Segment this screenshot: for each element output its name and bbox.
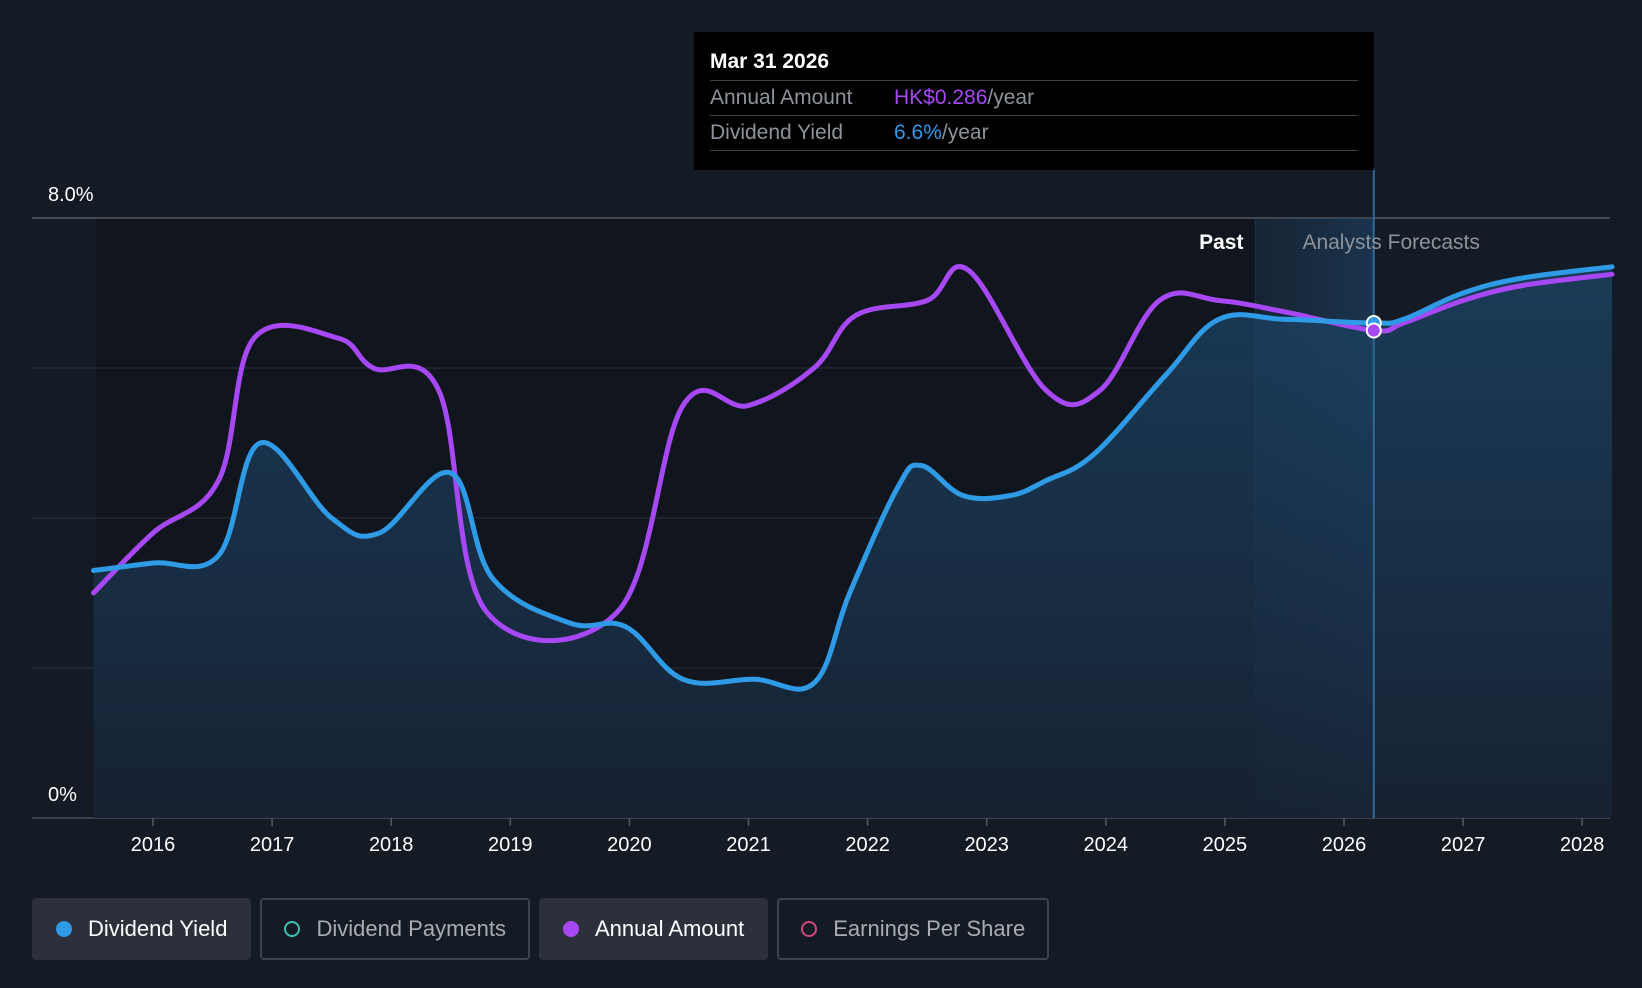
x-tick-label: 2026 <box>1322 834 1367 856</box>
legend-dot-icon <box>801 921 818 937</box>
y-tick-label-max: 8.0% <box>48 184 94 206</box>
legend-dot-icon <box>56 921 72 937</box>
tooltip-date: Mar 31 2026 <box>710 46 1358 81</box>
cursor-markers <box>1365 315 1382 339</box>
x-tick-label: 2021 <box>726 834 771 856</box>
forecast-label: Analysts Forecasts <box>1302 231 1479 254</box>
tooltip-label: Annual Amount <box>710 86 853 109</box>
dividend-yield-line <box>91 264 1615 692</box>
x-tick-label: 2023 <box>964 834 1009 856</box>
x-tick-label: 2022 <box>845 834 890 856</box>
tooltip-row-annual-amount: Annual Amount HK$0.286 /year <box>710 81 1358 116</box>
legend-dot-icon <box>284 921 301 937</box>
tooltip-value: 6.6% <box>894 121 942 144</box>
legend-label: Dividend Payments <box>316 916 506 941</box>
legend-dividend-yield-button[interactable]: Dividend Yield <box>32 898 252 960</box>
legend-earnings-per-share-button[interactable]: Earnings Per Share <box>777 898 1050 960</box>
legend-annual-amount-button[interactable]: Annual Amount <box>538 898 769 960</box>
x-axis: 2016 2017 2018 2019 2020 2021 2022 2023 2024 2025… <box>131 818 1605 856</box>
tooltip-unit: /year <box>941 121 989 144</box>
legend-label: Annual Amount <box>594 916 745 941</box>
tooltip-row-dividend-yield: Dividend Yield 6.6% /year <box>710 116 1358 151</box>
legend: Dividend Yield Dividend Payments Annual … <box>32 898 1058 960</box>
y-tick-label-min: 0% <box>48 784 77 806</box>
past-label: Past <box>1199 231 1243 254</box>
legend-dot-icon <box>562 921 579 937</box>
x-tick-label: 2024 <box>1084 834 1129 856</box>
legend-label: Dividend Yield <box>88 916 228 941</box>
x-tick-label: 2019 <box>488 834 533 856</box>
legend-dividend-payments-button[interactable]: Dividend Payments <box>260 898 530 960</box>
tooltip-unit: /year <box>987 86 1035 109</box>
amount-marker <box>1365 322 1382 339</box>
x-tick-label: 2018 <box>369 834 414 856</box>
tooltip: Mar 31 2026 Annual Amount HK$0.286 /year… <box>694 32 1374 170</box>
tooltip-value: HK$0.286 <box>894 86 988 109</box>
x-tick-label: 2028 <box>1560 834 1605 856</box>
x-tick-label: 2027 <box>1441 834 1486 856</box>
x-tick-label: 2017 <box>250 834 295 856</box>
legend-label: Earnings Per Share <box>833 916 1026 941</box>
x-tick-label: 2020 <box>607 834 652 856</box>
x-tick-label: 2016 <box>131 834 176 856</box>
tooltip-label: Dividend Yield <box>710 121 844 144</box>
dividend-yield-area <box>93 266 1613 818</box>
x-tick-label: 2025 <box>1203 834 1248 856</box>
